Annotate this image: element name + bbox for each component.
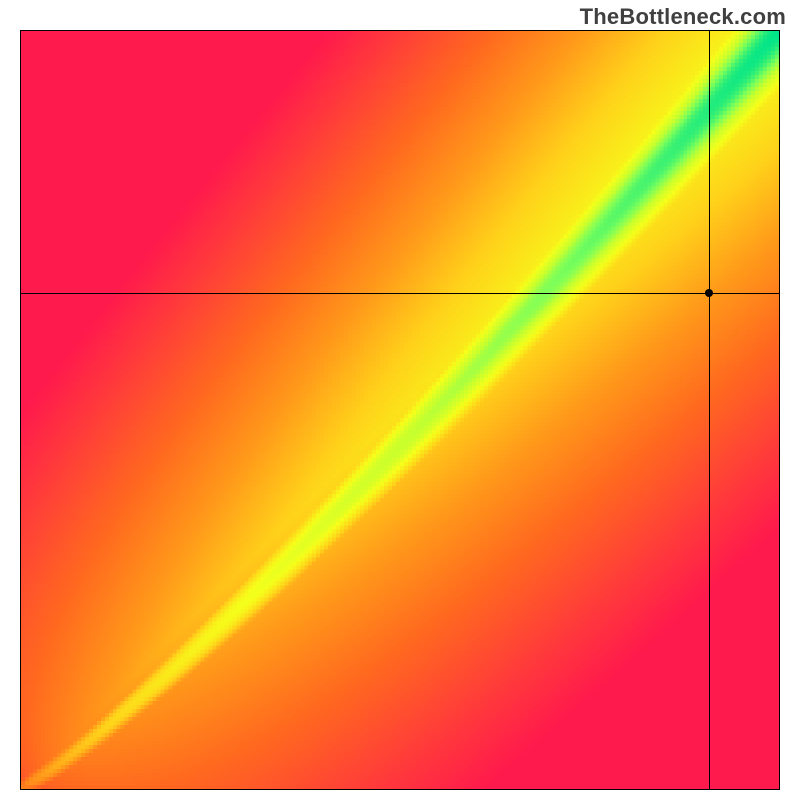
marker-point (705, 289, 713, 297)
crosshair-horizontal (21, 293, 779, 294)
bottleneck-heatmap-container: TheBottleneck.com (0, 0, 800, 800)
heatmap-canvas (21, 31, 779, 789)
watermark-text: TheBottleneck.com (580, 4, 786, 30)
plot-area (20, 30, 780, 790)
crosshair-vertical (709, 31, 710, 789)
